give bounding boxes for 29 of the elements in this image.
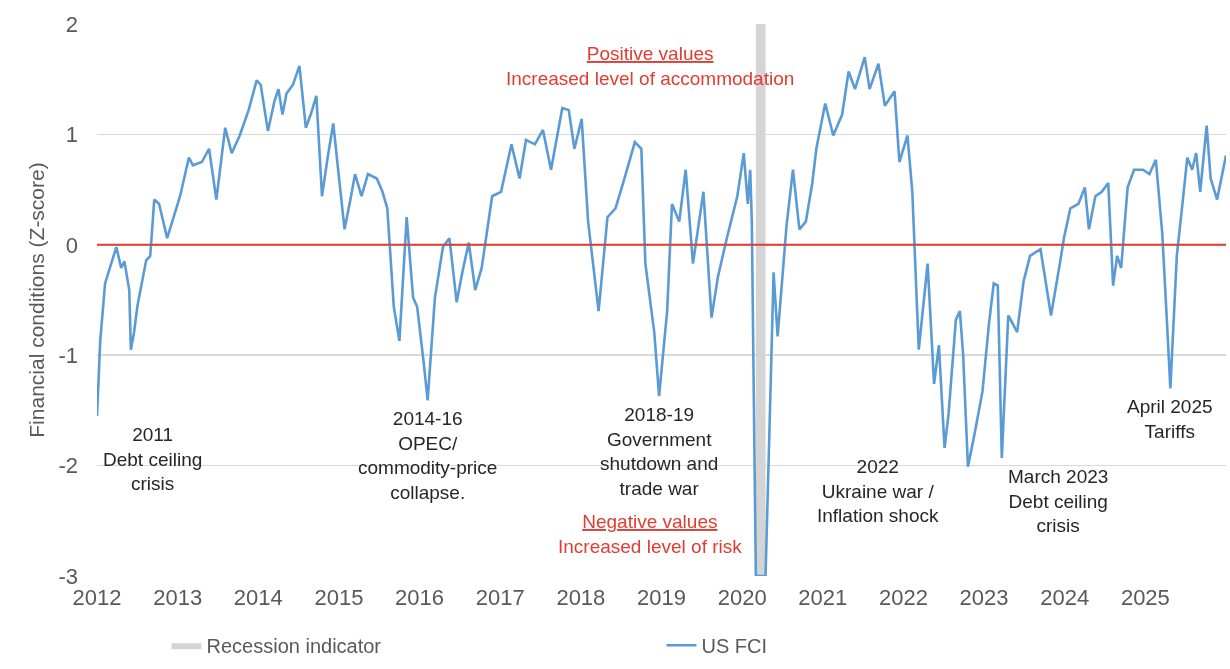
x-tick-label: 2016 — [395, 585, 445, 610]
annotation: Positive values Increased level of accommodation — [506, 43, 795, 89]
annotation: 2014-16 OPEC/ commodity-price collapse. — [358, 408, 498, 504]
legend-label: Recession indicator — [206, 634, 382, 657]
x-tick-label: 2024 — [1040, 585, 1090, 610]
x-tick-label: 2013 — [153, 585, 203, 610]
annotation: Negative values Increased level of risk — [558, 511, 743, 557]
x-tick-label: 2022 — [878, 585, 928, 610]
x-tick-label: 2023 — [959, 585, 1009, 610]
y-tick-label: 1 — [65, 122, 78, 148]
annotation: 2018-19 Government shutdown and trade war — [600, 404, 719, 500]
y-axis-title: Financial conditions (Z-score) — [24, 162, 48, 438]
annotation: 2011 Debt ceiling crisis — [103, 424, 203, 495]
x-tick-label: 2021 — [798, 585, 848, 610]
legend-label: US FCI — [701, 634, 768, 657]
x-tick-label: 2015 — [314, 585, 364, 610]
y-tick-label: -1 — [58, 342, 78, 368]
y-tick-label: -2 — [58, 453, 78, 479]
y-tick-label: 2 — [65, 11, 78, 37]
annotation: April 2025 Tariffs — [1127, 396, 1213, 442]
annotation: March 2023 Debt ceiling crisis — [1008, 466, 1109, 537]
x-tick-label: 2014 — [233, 585, 283, 610]
x-tick-label: 2025 — [1120, 585, 1170, 610]
y-tick-label: 0 — [65, 232, 78, 258]
x-tick-label: 2018 — [556, 585, 606, 610]
x-tick-label: 2017 — [475, 585, 525, 610]
annotation: 2022 Ukraine war / Inflation shock — [817, 456, 939, 527]
x-tick-label: 2019 — [637, 585, 686, 610]
x-tick-label: 2020 — [717, 585, 767, 610]
